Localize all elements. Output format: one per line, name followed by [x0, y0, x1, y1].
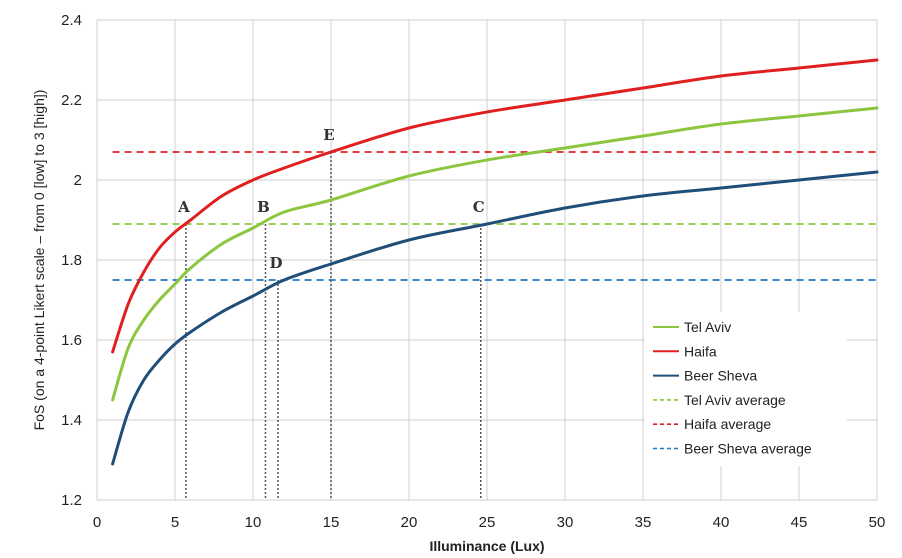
beer-sheva-line — [111, 170, 879, 466]
annotation-drop-lines — [185, 152, 482, 500]
y-axis-ticks: 1.2 1.4 1.6 1.8 2 2.2 2.4 — [61, 12, 82, 509]
annotation-label-d: D — [269, 254, 282, 272]
legend-box — [645, 312, 847, 466]
legend-label-tel-aviv-average: Tel Aviv average — [684, 392, 786, 408]
x-tick-label: 25 — [479, 514, 496, 531]
x-tick-label: 45 — [791, 514, 808, 531]
x-axis-ticks: 0 5 10 15 20 25 30 35 40 45 50 — [93, 514, 886, 531]
legend-label-beer-sheva: Beer Sheva — [684, 368, 757, 384]
y-tick-label: 2.4 — [61, 12, 82, 29]
legend-label-haifa: Haifa — [684, 343, 717, 359]
y-tick-label: 2.2 — [61, 92, 82, 109]
x-tick-label: 10 — [245, 514, 262, 531]
x-tick-label: 0 — [93, 514, 101, 531]
legend-label-haifa-average: Haifa average — [684, 416, 771, 432]
annotation-label-e: E — [323, 126, 334, 144]
annotation-labels: A B C D E — [177, 126, 485, 272]
y-tick-label: 1.2 — [61, 492, 82, 509]
x-tick-label: 5 — [171, 514, 179, 531]
haifa-line — [111, 58, 879, 354]
y-tick-label: 1.6 — [61, 332, 82, 349]
legend-label-beer-sheva-average: Beer Sheva average — [684, 441, 812, 457]
x-tick-label: 35 — [635, 514, 652, 531]
annotation-label-b: B — [257, 198, 270, 216]
y-axis-title: FoS (on a 4-point Likert scale – from 0 … — [31, 90, 47, 431]
average-lines — [112, 151, 877, 281]
legend: Tel Aviv Haifa Beer Sheva Tel Aviv average H… — [645, 312, 847, 466]
x-tick-label: 15 — [323, 514, 340, 531]
x-tick-label: 40 — [713, 514, 730, 531]
annotation-label-a: A — [177, 198, 190, 216]
y-tick-label: 2 — [74, 172, 82, 189]
x-tick-label: 30 — [557, 514, 574, 531]
y-tick-label: 1.8 — [61, 252, 82, 269]
y-tick-label: 1.4 — [61, 412, 82, 429]
x-tick-label: 50 — [869, 514, 886, 531]
series-lines — [111, 58, 879, 466]
x-tick-label: 20 — [401, 514, 418, 531]
legend-label-tel-aviv: Tel Aviv — [684, 319, 731, 335]
tel-aviv-line — [111, 106, 879, 402]
annotation-label-c: C — [473, 198, 485, 216]
x-axis-title: Illuminance (Lux) — [429, 538, 544, 554]
